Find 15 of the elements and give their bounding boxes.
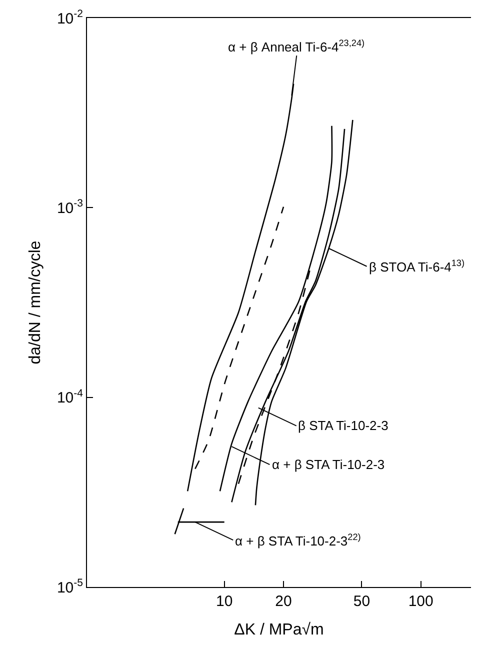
y-tick-label: 10$^{-2}$ bbox=[56, 8, 84, 28]
y-tick-label: 10$^{-5}$ bbox=[56, 576, 84, 596]
annotation: β STA Ti-10-2-3 bbox=[298, 418, 388, 433]
y-tick-label: 10$^{-4}$ bbox=[56, 387, 84, 407]
annotation: α + β STA Ti-10-2-3 bbox=[272, 457, 385, 472]
annotation: α + β STA Ti-10-2-3$^{22)}$ bbox=[235, 532, 361, 548]
y-tick-label: 10$^{-3}$ bbox=[56, 198, 84, 217]
x-tick-label: 50 bbox=[353, 593, 370, 610]
x-tick-label: 10 bbox=[216, 593, 233, 610]
x-axis-title: ΔK / MPa√m bbox=[234, 622, 324, 639]
annotation: β STOA Ti-6-4$^{13)}$ bbox=[369, 258, 465, 274]
x-tick-label: 100 bbox=[408, 593, 434, 610]
x-tick-label: 20 bbox=[275, 593, 292, 610]
annotation: α + β Anneal Ti-6-4$^{23,24)}$ bbox=[228, 38, 365, 54]
y-axis-title: da/dN / mm/cycle bbox=[26, 240, 44, 364]
